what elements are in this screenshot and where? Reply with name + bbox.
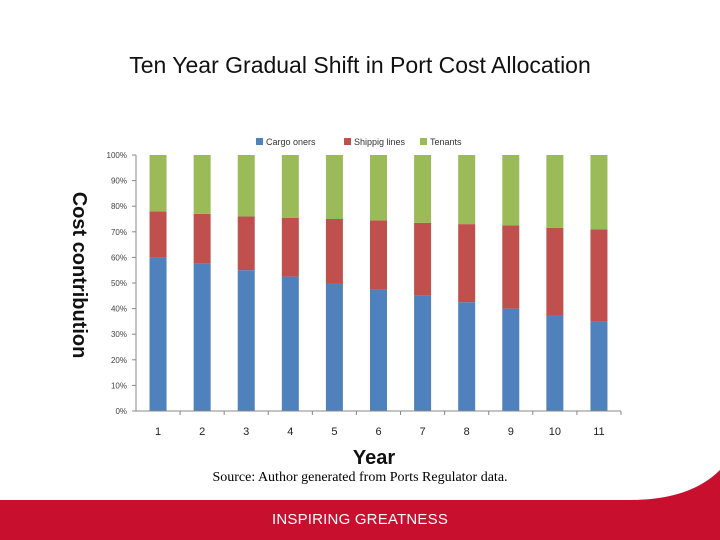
bar-segment-shippig-lines [546,227,564,315]
y-tick-label: 30% [111,330,127,339]
y-axis-label: Cost contribution [68,192,90,359]
bar-segment-tenants [281,155,299,218]
bar-segment-tenants [193,155,211,214]
bar-segment-cargo-oners [325,283,343,411]
y-tick-label: 80% [111,202,127,211]
bar-segment-tenants [325,155,343,219]
x-tick-label: 2 [199,426,205,438]
bar-segment-tenants [237,155,255,217]
bar-segment-tenants [546,155,564,228]
bar-segment-shippig-lines [237,216,255,271]
bar-segment-cargo-oners [281,276,299,411]
x-tick-label: 11 [593,426,604,438]
stacked-bar-chart: Cargo oners Shippig lines Tenants 0%10%20%… [68,137,622,469]
bar-segment-cargo-oners [149,257,167,411]
x-tick-label: 8 [464,426,470,438]
bar-segment-shippig-lines [590,229,608,322]
bar-segment-cargo-oners [546,315,564,411]
bar-segment-cargo-oners [458,302,476,411]
y-tick-label: 20% [111,356,127,365]
source-note: Source: Author generated from Ports Regu… [212,470,508,485]
bar-segment-tenants [458,155,476,225]
bar-segment-cargo-oners [370,289,387,411]
bar-segment-shippig-lines [458,224,476,303]
bar-segment-cargo-oners [237,270,255,411]
y-tick-label: 100% [107,151,127,160]
x-tick-label: 9 [508,426,514,438]
y-tick-label: 40% [111,305,127,314]
y-tick-label: 90% [111,177,127,186]
bar-segment-cargo-oners [193,263,211,411]
bar-segment-tenants [149,155,167,212]
x-tick-label: 6 [375,426,381,438]
bar-segment-shippig-lines [414,222,432,296]
x-axis: 1 2 3 4 5 6 7 8 9 10 11 [136,410,622,438]
y-tick-label: 60% [111,253,127,262]
x-tick-label: 10 [549,426,561,438]
bars [149,155,608,411]
chart-legend: Cargo oners Shippig lines Tenants [256,137,462,147]
bar-segment-cargo-oners [414,295,432,411]
y-tick-label: 0% [115,407,127,416]
slide-title: Ten Year Gradual Shift in Port Cost Allo… [129,52,591,78]
x-tick-label: 5 [331,426,337,438]
footer-bar [0,500,720,540]
y-axis: 0% 10% 20% 30% 40% 50% 60% 70% 80% 90% 100% [107,151,137,416]
x-tick-label: 3 [243,426,249,438]
bar-segment-tenants [370,155,387,221]
legend-swatch [256,138,263,145]
footer-tagline: INSPIRING GREATNESS [271,511,449,528]
y-tick-label: 50% [111,279,127,288]
x-axis-label: Year [353,447,395,469]
bar-segment-tenants [502,155,520,226]
bar-segment-shippig-lines [281,217,299,277]
legend-label: Tenants [430,137,462,147]
bar-segment-shippig-lines [370,220,387,290]
x-tick-label: 1 [155,426,161,438]
bar-segment-tenants [590,155,608,230]
bar-segment-cargo-oners [590,321,608,411]
bar-segment-cargo-oners [502,308,520,411]
legend-label: Shippig lines [354,137,406,147]
legend-swatch [344,138,351,145]
bar-segment-shippig-lines [193,213,211,264]
x-tick-label: 7 [420,426,426,438]
y-tick-label: 10% [111,381,127,390]
bar-segment-shippig-lines [502,225,520,309]
bar-segment-shippig-lines [325,219,343,283]
bar-segment-tenants [414,155,432,223]
bar-segment-shippig-lines [149,211,167,258]
legend-label: Cargo oners [266,137,316,147]
legend-swatch [420,138,427,145]
x-tick-label: 4 [287,426,293,438]
y-tick-label: 70% [111,228,127,237]
